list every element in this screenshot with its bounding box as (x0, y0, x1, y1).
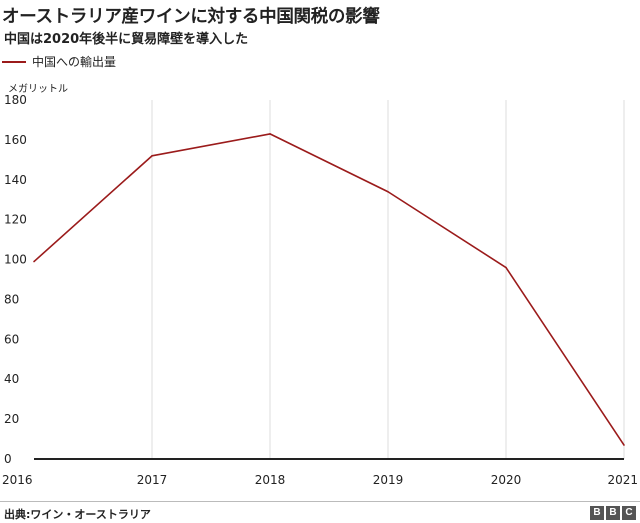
y-tick-label: 40 (4, 372, 19, 386)
x-tick-label: 2020 (491, 473, 522, 487)
logo-letter: B (590, 506, 604, 520)
source-note: 出典:ワイン・オーストラリア (4, 508, 151, 521)
data-point (623, 444, 625, 446)
y-tick-label: 120 (4, 213, 27, 227)
y-tick-label: 20 (4, 412, 19, 426)
series-line-china-exports (33, 133, 625, 446)
y-tick-label: 180 (4, 93, 27, 107)
logo-letter: C (622, 506, 636, 520)
bbc-logo: B B C (590, 506, 636, 520)
x-tick-label: 2019 (373, 473, 404, 487)
y-tick-label: 80 (4, 292, 19, 306)
footer-divider (0, 501, 640, 502)
x-tick-label: 2018 (255, 473, 286, 487)
chart-subtitle: 中国は2020年後半に貿易障壁を導入した (4, 32, 249, 47)
legend-swatch (2, 60, 26, 63)
y-tick-label: 0 (4, 452, 12, 466)
y-tick-label: 140 (4, 173, 27, 187)
line-chart: 0 20 40 60 80 100 120 140 160 180 2016 2017 2018 2019… (2, 93, 638, 487)
y-axis-label: メガリットル (8, 84, 68, 95)
data-point (387, 190, 389, 193)
x-tick-label: 2017 (137, 473, 168, 487)
chart-title: オーストラリア産ワインに対する中国関税の影響 (2, 7, 380, 27)
data-point (505, 266, 507, 269)
data-point (151, 155, 153, 157)
logo-letter: B (606, 506, 620, 520)
x-tick-label: 2016 (2, 473, 33, 487)
y-tick-label: 60 (4, 332, 19, 346)
y-tick-label: 160 (4, 133, 27, 147)
legend: 中国への輸出量 (2, 53, 116, 70)
data-point (269, 133, 271, 135)
x-tick-label: 2021 (607, 473, 638, 487)
legend-label: 中国への輸出量 (32, 55, 117, 69)
y-tick-label: 100 (4, 253, 27, 267)
data-point (33, 260, 35, 263)
